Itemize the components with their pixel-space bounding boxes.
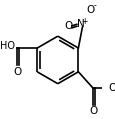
Text: -: - xyxy=(93,2,96,11)
Text: +: + xyxy=(81,17,87,26)
Text: N: N xyxy=(76,19,84,29)
Text: HO: HO xyxy=(0,41,14,51)
Text: O: O xyxy=(107,83,115,93)
Text: O: O xyxy=(13,67,21,77)
Text: O: O xyxy=(85,5,94,15)
Text: O: O xyxy=(89,106,97,116)
Text: O: O xyxy=(63,21,72,31)
